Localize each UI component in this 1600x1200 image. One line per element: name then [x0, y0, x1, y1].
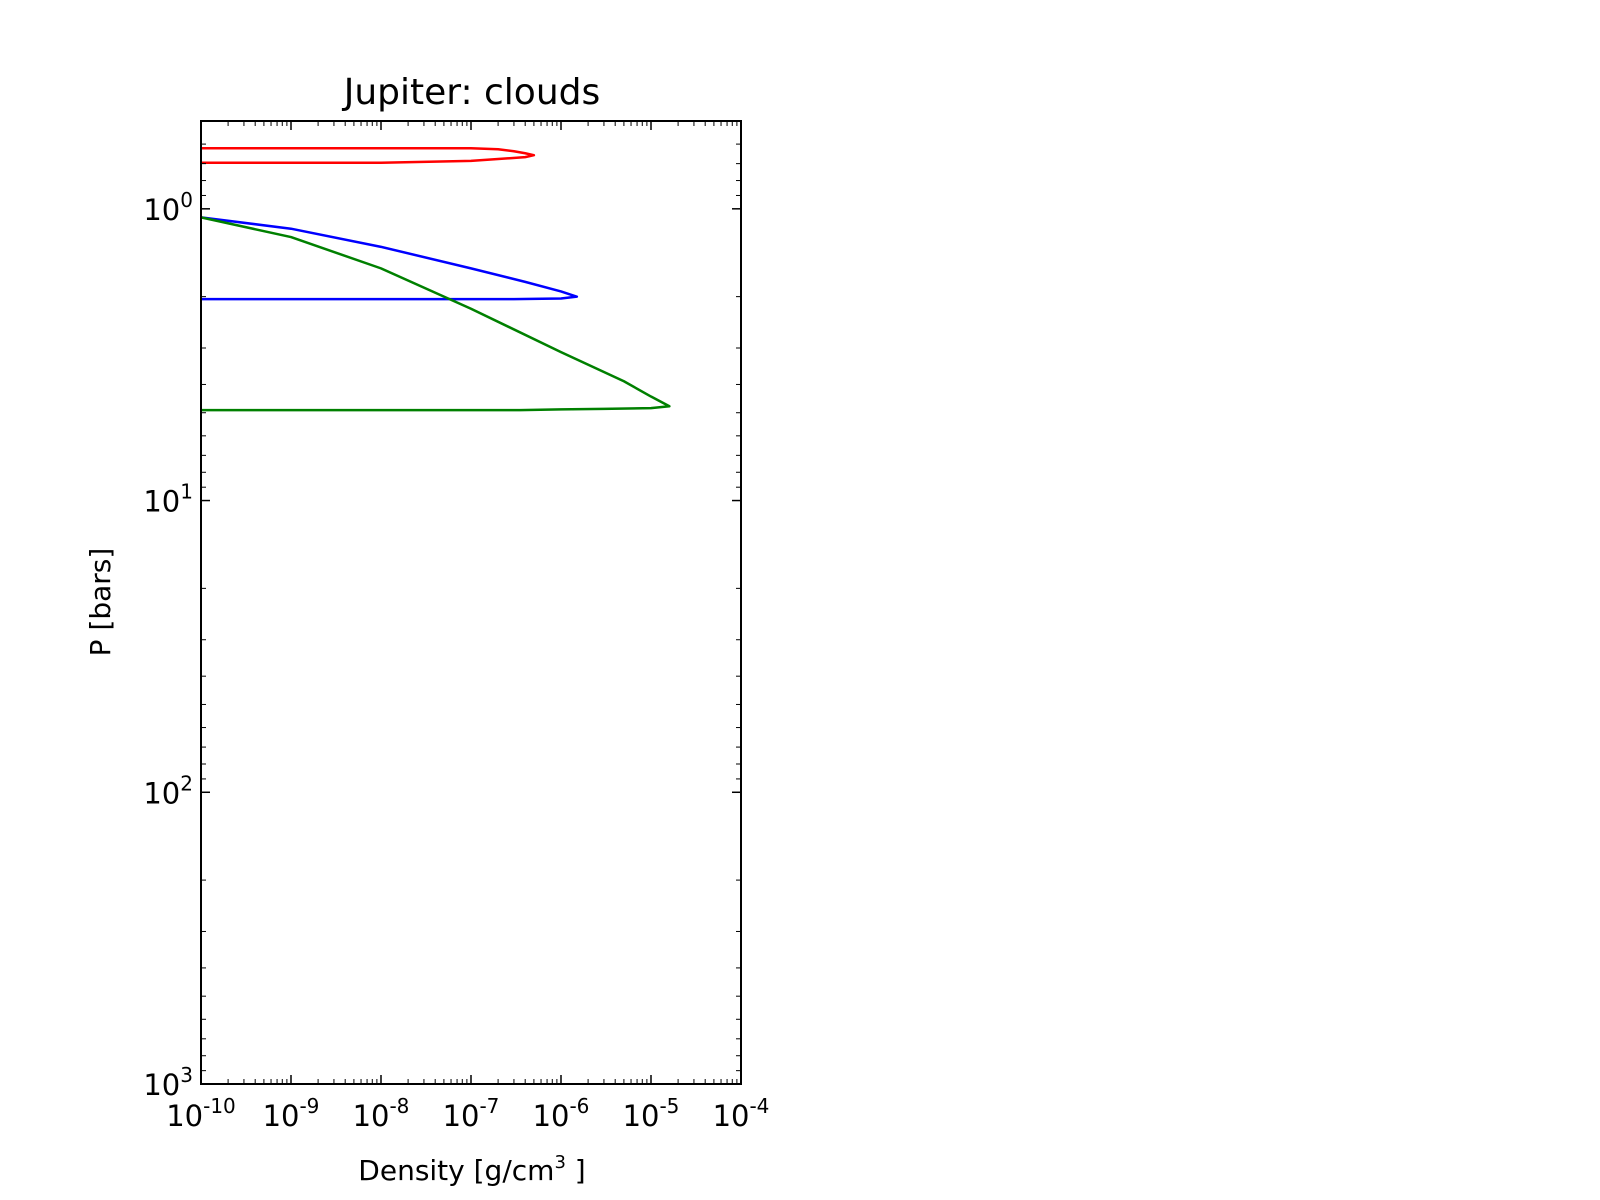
- x-tick-label-base: 10: [166, 1099, 203, 1133]
- y-tick-label: 100: [143, 188, 193, 227]
- x-tick-label: 10-10: [166, 1094, 236, 1133]
- y-tick-label: 103: [143, 1063, 193, 1102]
- chart-title: Jupiter: clouds: [342, 72, 601, 113]
- y-tick-label-base: 10: [143, 1068, 180, 1102]
- x-tick-label-base: 10: [623, 1099, 660, 1133]
- x-tick-label-exponent: -4: [749, 1094, 769, 1118]
- series-line-1: [200, 216, 579, 301]
- series-layer: [200, 147, 671, 412]
- y-tick-label: 101: [143, 480, 193, 519]
- x-tick-label: 10-5: [623, 1094, 680, 1133]
- y-tick-label-base: 10: [143, 776, 180, 810]
- y-tick-label-exponent: 2: [180, 771, 193, 795]
- y-axis-label: P [bars]: [84, 548, 117, 657]
- x-tick-label-base: 10: [713, 1099, 750, 1133]
- x-tick-label: 10-8: [353, 1094, 410, 1133]
- x-tick-label-exponent: -5: [659, 1094, 679, 1118]
- x-tick-label-exponent: -10: [203, 1094, 236, 1118]
- x-tick-label-exponent: -9: [299, 1094, 319, 1118]
- y-tick-label: 102: [143, 771, 193, 810]
- y-tick-label-base: 10: [143, 193, 180, 227]
- x-tick-label-base: 10: [443, 1099, 480, 1133]
- x-tick-label-exponent: -8: [389, 1094, 409, 1118]
- x-axis-label-text: Density [g/cm: [358, 1154, 554, 1187]
- y-tick-label-exponent: 0: [180, 188, 193, 212]
- plot-area: [200, 120, 742, 1085]
- x-tick-label-exponent: -6: [569, 1094, 589, 1118]
- plot-frame: [200, 120, 742, 1085]
- x-tick-label: 10-4: [713, 1094, 770, 1133]
- y-tick-label-exponent: 3: [180, 1063, 193, 1087]
- x-tick-label-base: 10: [353, 1099, 390, 1133]
- y-tick-label-base: 10: [143, 485, 180, 519]
- x-tick-label: 10-6: [533, 1094, 590, 1133]
- x-axis-label: Density [g/cm3 ]: [358, 1152, 585, 1187]
- x-tick-label: 10-9: [263, 1094, 320, 1133]
- x-tick-label-exponent: -7: [479, 1094, 499, 1118]
- x-tick-labels: 10-10 10-9 10-8 10-7 10-6 10-5 10-4: [166, 1094, 769, 1133]
- x-tick-label-base: 10: [263, 1099, 300, 1133]
- x-tick-label: 10-7: [443, 1094, 500, 1133]
- x-axis-label-superscript: 3: [554, 1152, 565, 1173]
- y-tick-label-exponent: 1: [180, 480, 193, 504]
- series-line-0: [201, 147, 536, 164]
- x-tick-label-base: 10: [533, 1099, 570, 1133]
- x-axis-label-suffix: ]: [566, 1154, 586, 1187]
- series-line-2: [200, 216, 671, 412]
